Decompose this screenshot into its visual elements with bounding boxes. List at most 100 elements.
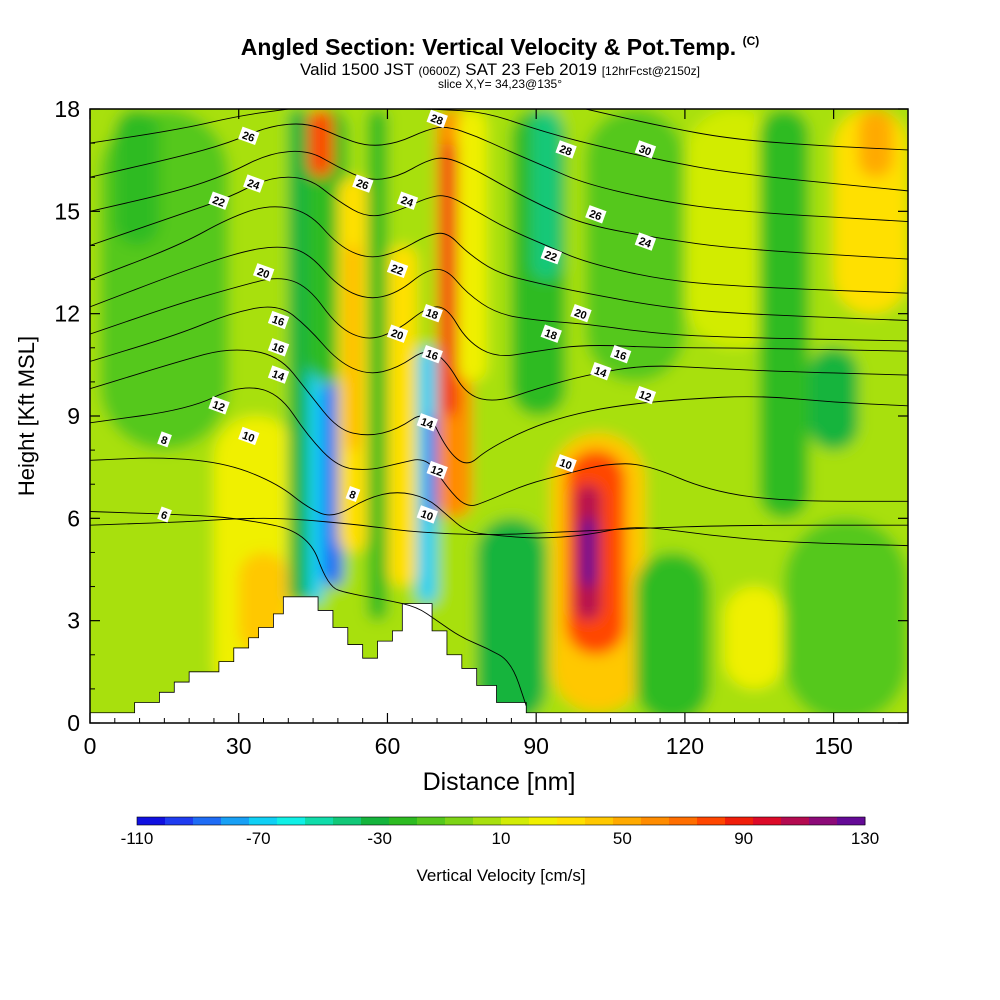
contour-label-box bbox=[555, 454, 577, 473]
contour-label: 26 bbox=[238, 126, 260, 146]
contour-label: 12 bbox=[426, 460, 448, 480]
contour-label-text: 14 bbox=[592, 365, 608, 381]
colorbar-swatch bbox=[389, 817, 418, 825]
colorbar-swatch bbox=[277, 817, 306, 825]
isentrope-line bbox=[90, 246, 908, 342]
colorbar-swatch bbox=[725, 817, 754, 825]
field-cell bbox=[635, 552, 710, 723]
x-tick-label: 30 bbox=[226, 733, 252, 759]
x-tick-label: 150 bbox=[814, 733, 852, 759]
axes: 0 30 60 90 120 150 0 3 6 9 12 15 18 Distance [nm] Heig… bbox=[14, 96, 908, 796]
contour-label: 12 bbox=[208, 396, 230, 415]
contour-label-text: 16 bbox=[612, 348, 628, 363]
contour-label: 28 bbox=[555, 140, 577, 159]
contour-label: 24 bbox=[396, 191, 419, 210]
contour-label-box bbox=[157, 431, 172, 448]
isentrope-line bbox=[90, 457, 908, 547]
colorbar-swatch bbox=[641, 817, 670, 825]
contour-label: 12 bbox=[634, 385, 657, 405]
contour-labels: 26 24 22 20 16 16 14 12 10 8 6 8 26 24 22 20 18 16 14 12 10 2… bbox=[157, 109, 657, 524]
contour-label-box bbox=[386, 259, 409, 279]
colorbar-tick-label: 50 bbox=[613, 829, 632, 848]
contour-label-box bbox=[267, 365, 290, 384]
contour-label-box bbox=[609, 344, 632, 364]
colorbar-tick-label: 130 bbox=[851, 829, 879, 848]
field-cell bbox=[288, 109, 309, 604]
colorbar-swatch bbox=[585, 817, 614, 825]
colorbar-swatch bbox=[193, 817, 222, 825]
contour-label-box bbox=[345, 485, 361, 502]
field-cell bbox=[724, 586, 785, 689]
contour-label-text: 20 bbox=[255, 266, 271, 281]
colorbar-swatch bbox=[557, 817, 586, 825]
contour-label-box bbox=[585, 205, 607, 224]
contour-label: 20 bbox=[570, 304, 592, 323]
field-cell bbox=[308, 347, 324, 604]
y-axis-label: Height [Kft MSL] bbox=[14, 336, 39, 496]
contour-label: 6 bbox=[157, 506, 172, 523]
isentrope-line bbox=[585, 109, 908, 151]
y-tick-label: 18 bbox=[54, 96, 80, 122]
contour-label: 26 bbox=[585, 205, 607, 224]
field-blobs bbox=[90, 109, 908, 723]
slice-label: slice X,Y= 34,23@135° bbox=[437, 77, 563, 91]
contour-label-text: 26 bbox=[240, 129, 256, 144]
isentrope-line bbox=[90, 123, 908, 223]
contour-label-text: 22 bbox=[543, 249, 559, 264]
colorbar-label: Vertical Velocity [cm/s] bbox=[416, 866, 585, 885]
isentrope-line bbox=[90, 109, 289, 144]
contour-label: 28 bbox=[426, 109, 448, 128]
contour-label-box bbox=[421, 344, 443, 364]
y-tick-label: 12 bbox=[54, 301, 80, 327]
field-cell bbox=[808, 347, 859, 451]
colorbar-tick-label: -70 bbox=[246, 829, 271, 848]
contour-label-box bbox=[570, 304, 592, 323]
contour-label-box bbox=[590, 361, 612, 381]
y-tick-label: 9 bbox=[67, 403, 80, 429]
contour-label-text: 26 bbox=[588, 208, 604, 223]
contour-label: 22 bbox=[386, 259, 409, 279]
velocity-field bbox=[90, 109, 908, 723]
contour-label: 10 bbox=[238, 426, 260, 446]
contour-label-text: 28 bbox=[558, 143, 574, 158]
colorbar-swatch bbox=[137, 817, 166, 825]
contour-label-box bbox=[208, 191, 230, 210]
field-cell bbox=[580, 518, 596, 587]
contour-label-text: 24 bbox=[399, 194, 415, 210]
contour-label: 16 bbox=[267, 338, 290, 357]
contour-label: 10 bbox=[416, 505, 438, 524]
contour-label-box bbox=[426, 109, 448, 128]
isentrope-line bbox=[90, 511, 527, 707]
contour-label-text: 30 bbox=[637, 143, 653, 158]
x-tick-label: 120 bbox=[666, 733, 704, 759]
contour-label-box bbox=[267, 310, 290, 330]
colorbar-tick-label: 90 bbox=[734, 829, 753, 848]
isentrope-line bbox=[90, 150, 908, 260]
contour-label-box bbox=[386, 324, 409, 343]
field-cell bbox=[347, 245, 358, 451]
contour-label-text: 8 bbox=[159, 434, 169, 447]
colorbar-tick-label: -30 bbox=[367, 829, 392, 848]
contour-label-text: 12 bbox=[637, 389, 653, 404]
contour-label: 22 bbox=[540, 246, 562, 265]
contour-label-box bbox=[238, 126, 260, 146]
colorbar-tick-label: -110 bbox=[121, 829, 154, 848]
contour-label-text: 12 bbox=[211, 399, 227, 414]
contour-label-text: 22 bbox=[389, 263, 405, 278]
contour-label-text: 16 bbox=[270, 341, 286, 356]
x-axis-label: Distance [nm] bbox=[423, 768, 576, 796]
contour-label-box bbox=[253, 263, 275, 282]
colorbar-swatch bbox=[361, 817, 390, 825]
contour-label: 24 bbox=[634, 232, 657, 251]
contour-label-text: 10 bbox=[558, 457, 574, 472]
contour-label: 10 bbox=[555, 454, 577, 473]
contour-label: 14 bbox=[267, 365, 290, 384]
colorbar-swatch bbox=[165, 817, 194, 825]
field-cell bbox=[308, 109, 333, 178]
colorbar-swatch bbox=[249, 817, 278, 825]
contour-label-box bbox=[243, 174, 265, 193]
colorbar-swatch bbox=[473, 817, 502, 825]
y-tick-label: 3 bbox=[67, 608, 80, 634]
contour-label: 20 bbox=[386, 324, 409, 343]
